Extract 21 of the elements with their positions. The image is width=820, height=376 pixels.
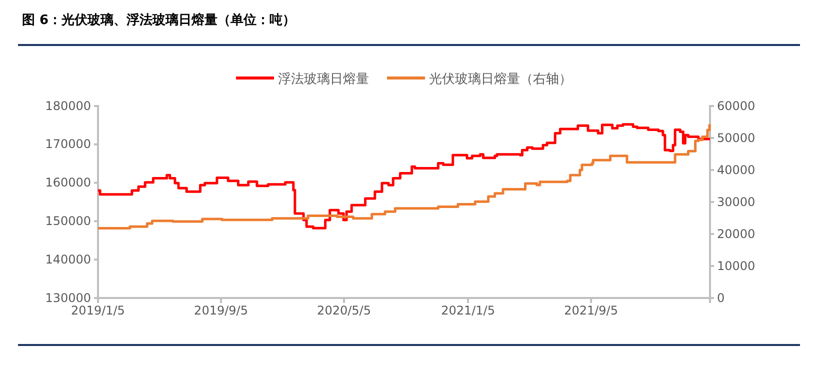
x-tick-label: 2021/9/5 bbox=[564, 304, 618, 318]
y2-tick-label: 10000 bbox=[717, 258, 756, 273]
y2-tick-label: 0 bbox=[717, 290, 725, 305]
y2-tick-label: 30000 bbox=[717, 194, 756, 209]
y2-tick-label: 50000 bbox=[717, 130, 756, 145]
legend-label: 浮法玻璃日熔量 bbox=[278, 72, 369, 87]
y2-tick-label: 40000 bbox=[717, 162, 756, 177]
y-tick-label: 140000 bbox=[45, 252, 91, 266]
y2-tick-label: 20000 bbox=[717, 226, 756, 241]
y-tick-label: 180000 bbox=[45, 98, 91, 113]
legend-label: 光伏玻璃日熔量（右轴） bbox=[429, 72, 572, 87]
x-tick-label: 2020/5/5 bbox=[317, 304, 371, 318]
y-tick-label: 130000 bbox=[45, 290, 91, 305]
y2-tick-label: 60000 bbox=[717, 98, 756, 113]
x-tick-label: 2021/1/5 bbox=[441, 304, 495, 318]
chart-title: 图 6：光伏玻璃、浮法玻璃日熔量（单位：吨） bbox=[22, 12, 296, 28]
x-tick-label: 2019/1/5 bbox=[71, 304, 125, 318]
x-tick-label: 2019/9/5 bbox=[194, 304, 248, 318]
y-tick-label: 170000 bbox=[45, 137, 91, 152]
y-tick-label: 160000 bbox=[45, 176, 91, 190]
y-tick-label: 150000 bbox=[45, 214, 91, 228]
